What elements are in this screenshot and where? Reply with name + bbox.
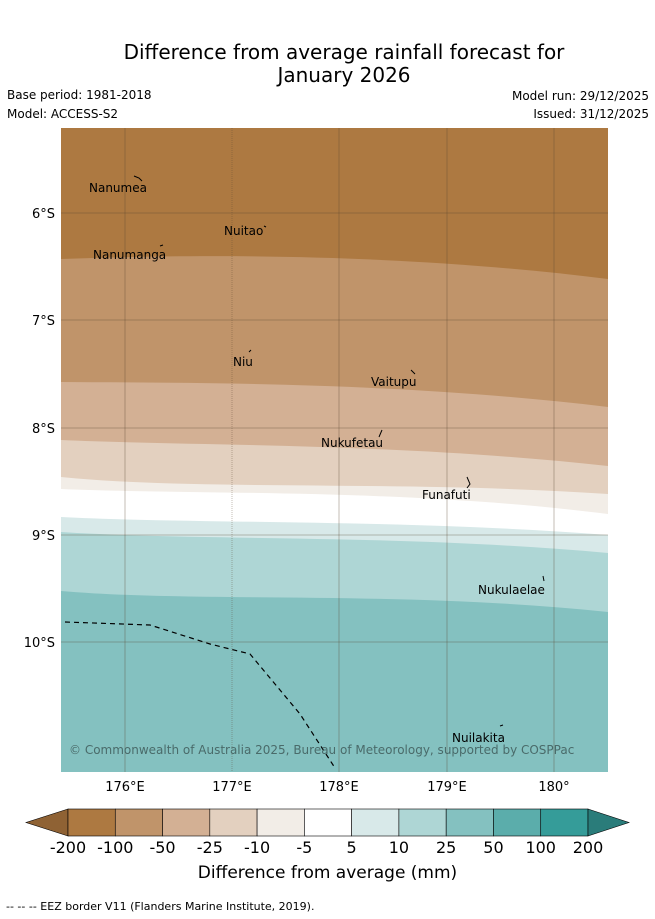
lat-label-10s: 10°S [24,636,55,651]
copyright-notice: © Commonwealth of Australia 2025, Bureau… [69,743,574,757]
colorbar-under-arrow [25,808,69,837]
colorbar-tick-label: 5 [346,838,357,857]
colorbar-tick-label: -10 [244,838,271,857]
colorbar-segment [67,808,116,837]
colorbar-segment [493,808,542,837]
island-label-nanumea: Nanumea [89,181,147,195]
colorbar-over-arrow [587,808,630,837]
colorbar-tick-label: 200 [572,838,604,857]
island-label-nukufetau: Nukufetau [321,436,383,450]
colorbar-segment [540,808,589,837]
model-name: Model: ACCESS-S2 [7,107,119,121]
colorbar-tick-label: -50 [149,838,176,857]
graticule [61,128,608,772]
island-label-nuitao: Nuitao [224,224,263,238]
colorbar-segment [114,808,163,837]
colorbar-tick-label: 10 [388,838,410,857]
colorbar-segment [351,808,400,837]
title-line-1: Difference from average rainfall forecas… [123,40,565,64]
lon-label-179e: 179°E [427,780,467,795]
colorbar-tick-label: 50 [483,838,504,857]
lat-label-6s: 6°S [32,207,55,222]
colorbar-segment [209,808,258,837]
colorbar-tick-label: 25 [435,838,457,857]
chart-title: Difference from average rainfall forecas… [0,41,655,87]
island-label-vaitupu: Vaitupu [371,375,417,389]
colorbar-tick-label: -100 [97,838,134,857]
lon-label-180: 180° [538,780,569,795]
island-shapes [133,175,545,727]
colorbar-tick-label: -200 [49,838,87,857]
colorbar-tick-label: -5 [296,838,313,857]
island-label-funafuti: Funafuti [422,488,471,502]
colorbar-tick-label: -25 [196,838,223,857]
lat-label-7s: 7°S [32,314,55,329]
lon-label-177e: 177°E [212,780,252,795]
title-line-2: January 2026 [277,63,411,87]
island-label-niu: Niu [233,355,253,369]
colorbar-tick-label: 100 [525,838,556,857]
colorbar [25,808,630,837]
band-25-50 [61,591,608,772]
colorbar-segment [445,808,494,837]
island-label-nukulaelae: Nukulaelae [478,583,545,597]
lon-label-178e: 178°E [319,780,359,795]
colorbar-segment [398,808,447,837]
island-label-nanumanga: Nanumanga [93,248,166,262]
lon-label-176e: 176°E [105,780,145,795]
island-label-nuilakita: Nuilakita [452,731,505,745]
eez-legend-note: -- -- -- EEZ border V11 (Flanders Marine… [6,900,315,913]
colorbar-segment [256,808,305,837]
colorbar-title: Difference from average (mm) [197,863,458,883]
base-period: Base period: 1981-2018 [7,88,152,102]
colorbar-segment [304,808,352,837]
model-run: Model run: 29/12/2025 [511,89,649,103]
lat-label-9s: 9°S [32,529,55,544]
lat-label-8s: 8°S [32,422,55,437]
colorbar-segment [162,808,211,837]
issued-date: Issued: 31/12/2025 [533,107,649,121]
